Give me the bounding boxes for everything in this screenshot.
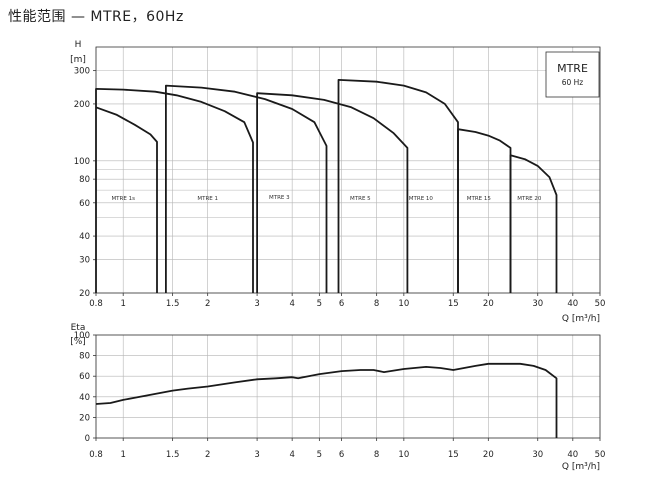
x-tick-label: 1 (120, 299, 125, 309)
y-tick-label: 60 (79, 372, 90, 382)
plot-frame (95, 334, 601, 439)
legend-subtitle: 60 Hz (562, 78, 584, 87)
efficiency-curve (95, 362, 558, 438)
x-tick-label: 30 (532, 450, 543, 460)
x-tick-label: 5 (317, 450, 322, 460)
legend-box (545, 51, 600, 98)
x-axis-title: Q [m³/h] (562, 462, 600, 472)
x-tick-label: 10 (398, 450, 409, 460)
x-tick-label: 8 (374, 299, 379, 309)
x-tick-label: 10 (398, 299, 409, 309)
x-tick-label: 0.8 (89, 299, 103, 309)
x-tick-label: 2 (205, 299, 210, 309)
y-axis-unit: [m] (70, 55, 86, 65)
region-label: MTRE 3 (269, 195, 290, 201)
region-curve (337, 79, 459, 293)
x-tick-label: 40 (567, 450, 578, 460)
x-tick-label: 2 (205, 450, 210, 460)
x-tick-label: 50 (595, 299, 606, 309)
page-title: 性能范围 — MTRE，60Hz (8, 9, 184, 25)
x-tick-label: 0.8 (89, 450, 103, 460)
y-tick-label: 60 (79, 199, 90, 209)
region-curve (165, 84, 328, 293)
region-curve (256, 92, 409, 293)
region-curve (95, 106, 158, 293)
x-tick-label: 5 (317, 299, 322, 309)
region-label: MTRE 20 (517, 196, 542, 202)
x-tick-label: 20 (483, 450, 494, 460)
x-tick-label: 15 (448, 299, 459, 309)
y-tick-label: 20 (79, 413, 90, 423)
region-curve (457, 128, 512, 293)
x-tick-label: 3 (254, 299, 259, 309)
y-tick-label: 40 (79, 393, 90, 403)
region-label: MTRE 1 (197, 196, 218, 202)
plot-frame (95, 46, 601, 294)
y-axis-title: Eta (71, 323, 86, 333)
y-tick-label: 20 (79, 289, 90, 299)
y-tick-label: 80 (79, 175, 90, 185)
y-tick-label: 300 (74, 67, 90, 77)
y-tick-label: 40 (79, 232, 90, 242)
x-tick-label: 6 (339, 299, 344, 309)
x-tick-label: 4 (289, 450, 294, 460)
head-chart: 0.8 1 1.5 2 3 4 5 6 8 10 15 20 30 40 50 20 30 40 60 80 100 20… (70, 40, 605, 324)
y-tick-label: 100 (74, 157, 90, 167)
x-tick-label: 1.5 (166, 299, 180, 309)
x-tick-label: 20 (483, 299, 494, 309)
x-tick-label: 3 (254, 450, 259, 460)
x-tick-label: 1.5 (166, 450, 180, 460)
x-tick-label: 50 (595, 450, 606, 460)
x-tick-label: 6 (339, 450, 344, 460)
region-label: MTRE 15 (467, 196, 492, 202)
y-tick-label: 30 (79, 256, 90, 266)
x-tick-label: 8 (374, 450, 379, 460)
y-axis-title: H (75, 40, 82, 50)
x-tick-label: 15 (448, 450, 459, 460)
x-tick-label: 4 (289, 299, 294, 309)
region-curve (95, 88, 254, 293)
y-tick-label: 100 (74, 331, 90, 341)
y-tick-label: 200 (74, 100, 90, 110)
y-tick-label: 80 (79, 352, 90, 362)
efficiency-chart: 0.8 1 1.5 2 3 4 5 6 8 10 15 20 30 40 50 0 20 40 60 80 100Eta… (70, 323, 605, 472)
region-curve (509, 154, 558, 293)
y-axis-unit: [%] (70, 337, 86, 347)
region-label: MTRE 5 (350, 196, 371, 202)
region-label: MTRE 10 (409, 196, 434, 202)
legend-title: MTRE (557, 62, 588, 75)
x-tick-label: 40 (567, 299, 578, 309)
x-tick-label: 1 (120, 450, 125, 460)
x-axis-title: Q [m³/h] (562, 314, 600, 324)
region-label: MTRE 1s (111, 196, 135, 202)
y-tick-label: 0 (85, 434, 90, 444)
x-tick-label: 30 (532, 299, 543, 309)
